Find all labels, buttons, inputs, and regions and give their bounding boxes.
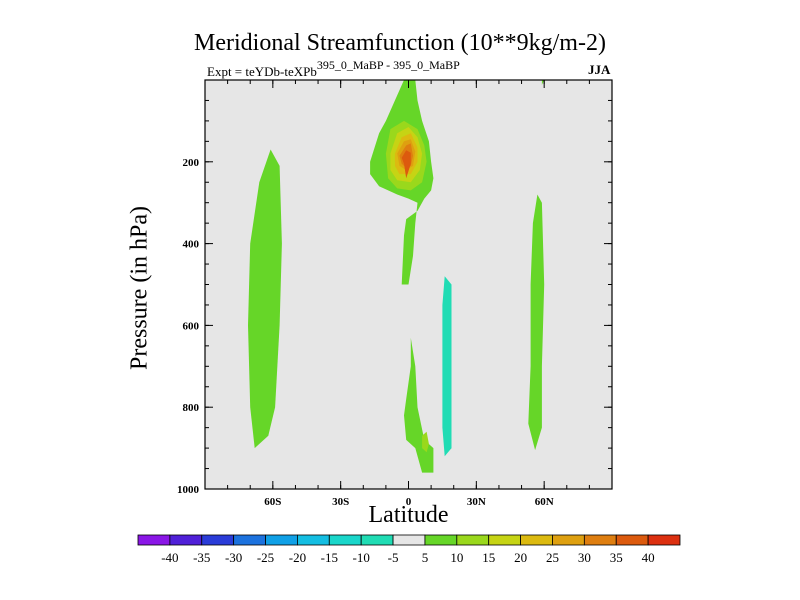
colorbar-swatch (360, 534, 394, 546)
colorbar-label: -10 (353, 550, 370, 565)
colorbar-swatch (169, 534, 203, 546)
season-label: JJA (588, 62, 611, 77)
contour-layer (248, 80, 545, 477)
colorbar-label: 40 (642, 550, 655, 565)
colorbar-label: -5 (388, 550, 399, 565)
contour-band-60s-positive (248, 149, 282, 449)
x-tick-label: 30N (467, 496, 486, 508)
colorbar-label: 35 (610, 550, 623, 565)
colorbar-swatch (392, 534, 426, 546)
x-axis-label: Latitude (368, 502, 449, 528)
x-tick-label: 30S (332, 496, 349, 508)
contour-upper-tropics-positive-35 (401, 150, 411, 179)
y-tick-label: 200 (183, 157, 200, 169)
colorbar-label: -15 (321, 550, 338, 565)
tick-layer: 60S 30S 0 30N 60N 200 400 600 800 1000 (177, 80, 612, 508)
colorbar-swatch (456, 534, 490, 546)
colorbar-label: 30 (578, 550, 591, 565)
colorbar-swatch (424, 534, 458, 546)
colorbar-swatch (552, 534, 585, 546)
colorbar-label: 20 (514, 550, 527, 565)
colorbar-swatch (520, 534, 553, 546)
y-tick-label: 600 (183, 320, 200, 332)
x-tick-label: 60S (264, 496, 281, 508)
experiment-name: Expt = teYDb-teXPb (207, 64, 317, 79)
colorbar-swatch (297, 534, 330, 546)
y-tick-label: 1000 (177, 484, 200, 496)
x-tick-label: 60N (535, 496, 554, 508)
experiment-label: Expt = teYDb-teXPb395_0_MaBP - 395_0_MaB… (207, 58, 460, 80)
colorbar-label: -25 (257, 550, 274, 565)
colorbar-label: 15 (482, 550, 495, 565)
colorbar: -40 -35 -30 -25 -20 -15 -10 -5 5 10 15 20 25 30 35 40 (137, 534, 681, 565)
experiment-period: 395_0_MaBP - 395_0_MaBP (316, 58, 460, 72)
contour-top-60n-positive (541, 80, 545, 85)
chart-title: Meridional Streamfunction (10**9kg/m-2) (194, 30, 606, 56)
colorbar-swatch (265, 534, 298, 546)
contour-lower-tropics-positive (404, 337, 434, 473)
y-tick-label: 800 (183, 402, 200, 414)
colorbar-label: -35 (193, 550, 210, 565)
colorbar-swatch (583, 534, 617, 546)
contour-band-20n-negative-10 (442, 276, 452, 457)
y-tick-label: 400 (183, 239, 200, 251)
colorbar-label: -40 (161, 550, 178, 565)
colorbar-label: -30 (225, 550, 242, 565)
y-axis-label: Pressure (in hPa) (126, 206, 153, 370)
x-tick-label: 0 (406, 496, 412, 508)
colorbar-label: 10 (450, 550, 463, 565)
colorbar-label: -20 (289, 550, 306, 565)
contour-band-30s-negative (340, 284, 357, 465)
contour-band-40s-negative (302, 80, 330, 469)
colorbar-swatch (488, 534, 521, 546)
contour-lower-tropics-positive-10 (422, 431, 429, 453)
colorbar-swatch (647, 534, 681, 546)
colorbar-label: 25 (546, 550, 559, 565)
contour-band-60n-positive (528, 194, 545, 451)
colorbar-swatch (615, 534, 649, 546)
colorbar-swatch (328, 534, 362, 546)
colorbar-swatch (137, 534, 171, 546)
colorbar-label: 5 (422, 550, 429, 565)
colorbar-swatch (201, 534, 235, 546)
colorbar-swatch (233, 534, 266, 546)
